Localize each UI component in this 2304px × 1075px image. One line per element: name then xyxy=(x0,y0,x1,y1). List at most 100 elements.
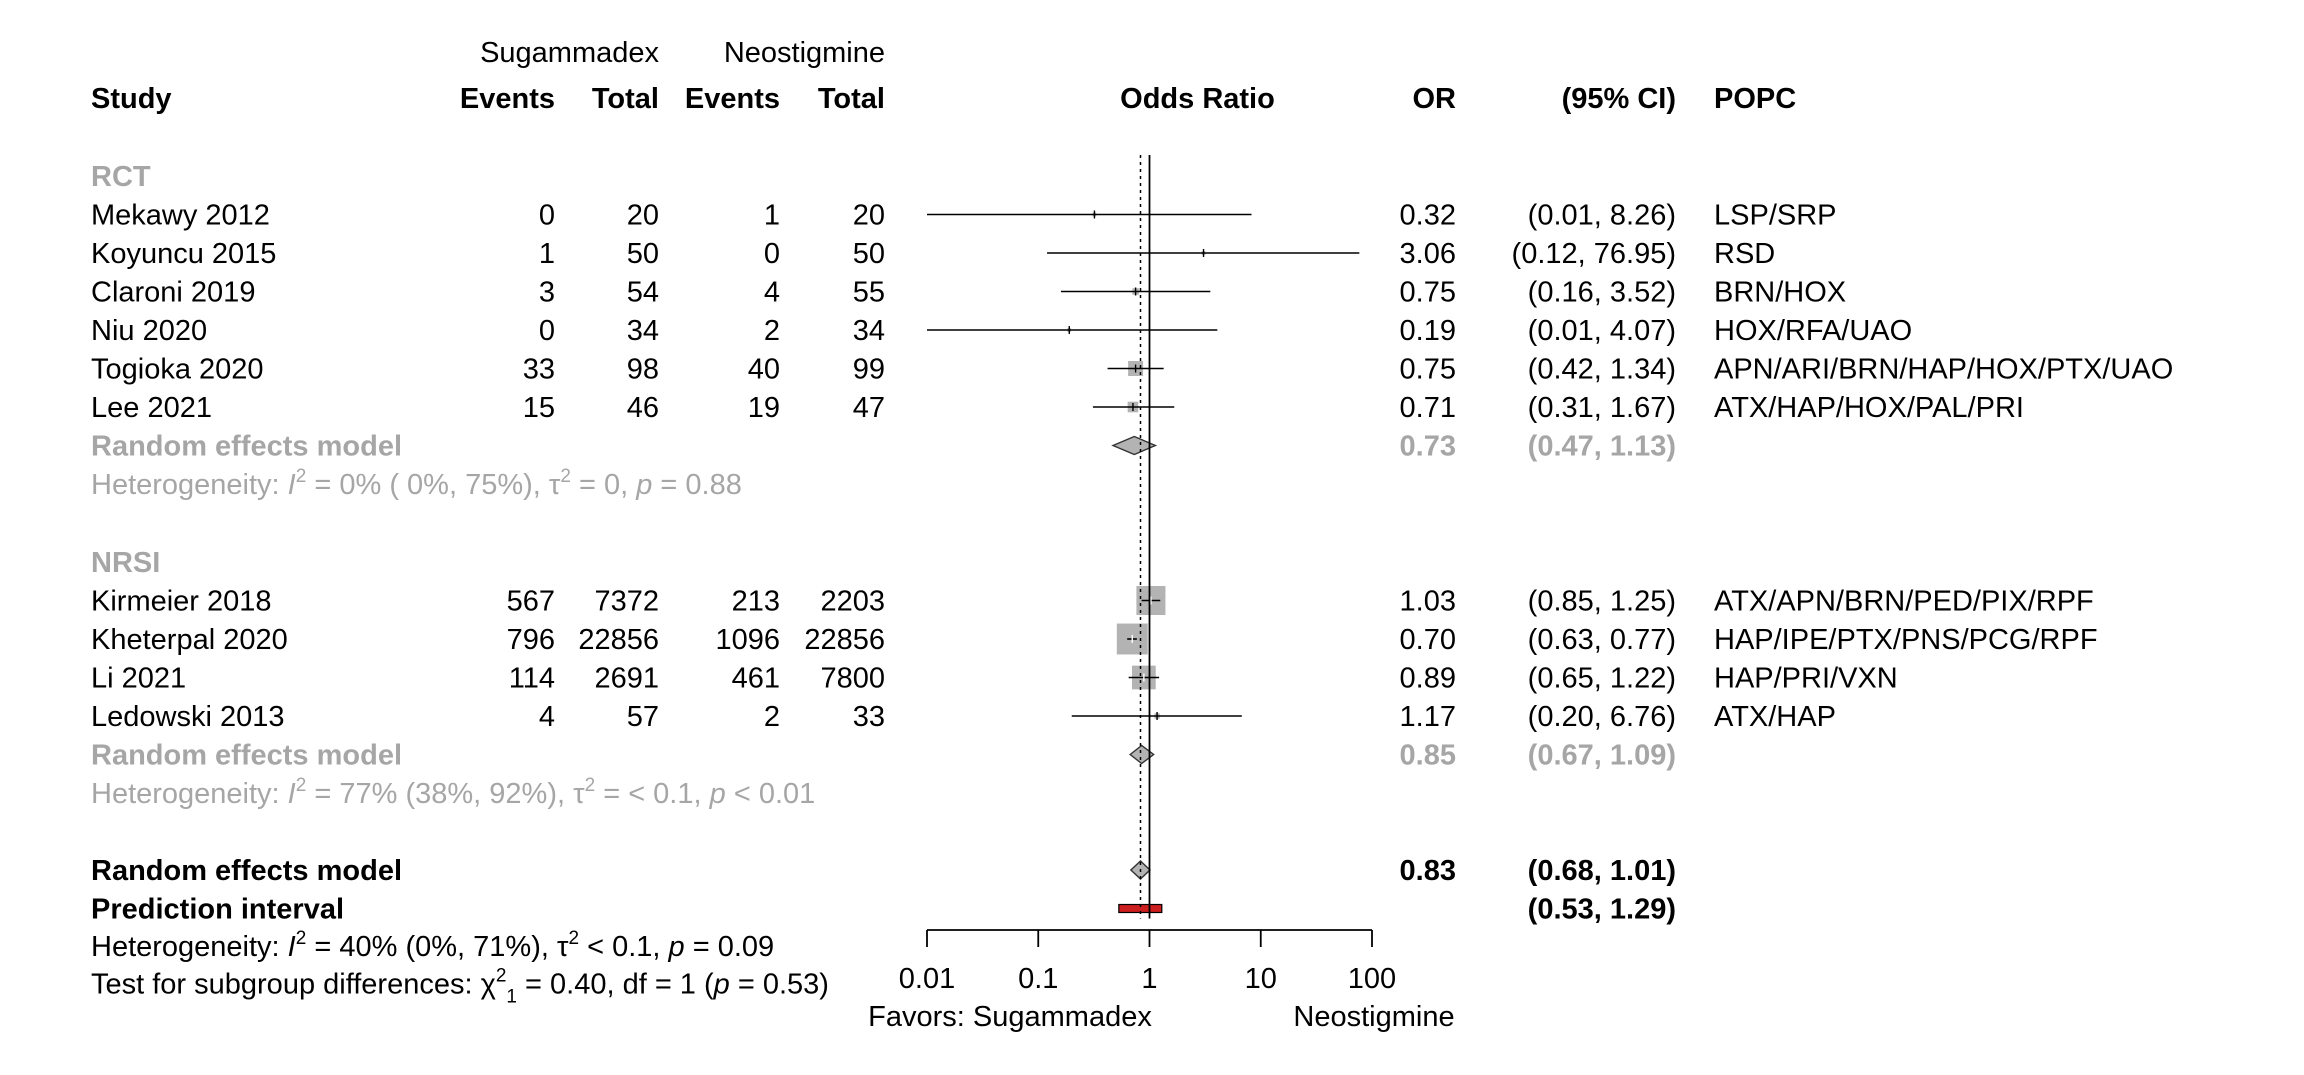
or-value: 3.06 xyxy=(1400,238,1456,270)
study-name: Togioka 2020 xyxy=(91,354,264,386)
study-name: Kheterpal 2020 xyxy=(91,624,288,656)
total2-value: 99 xyxy=(853,354,885,386)
subgroup-diamond xyxy=(1111,435,1158,456)
total1-header: Total xyxy=(592,83,659,115)
popc-value: ATX/HAP xyxy=(1714,701,1836,733)
ci-value: (0.42, 1.34) xyxy=(1528,354,1676,386)
or-value: 0.75 xyxy=(1400,277,1456,309)
events2-value: 19 xyxy=(748,392,780,424)
study-name: Claroni 2019 xyxy=(91,277,255,309)
total2-value: 33 xyxy=(853,701,885,733)
x-tick-label: 10 xyxy=(1245,963,1277,995)
study-name: Li 2021 xyxy=(91,663,186,695)
ci-header: (95% CI) xyxy=(1562,83,1676,115)
events1-value: 0 xyxy=(539,315,555,347)
events2-value: 213 xyxy=(732,586,780,618)
ci-value: (0.12, 76.95) xyxy=(1512,238,1676,270)
subgroup-heterogeneity: Heterogeneity: I2 = 77% (38%, 92%), τ2 =… xyxy=(91,775,815,810)
total1-value: 34 xyxy=(627,315,659,347)
overall-ci: (0.68, 1.01) xyxy=(1528,855,1676,887)
total1-value: 54 xyxy=(627,277,659,309)
prediction-ci: (0.53, 1.29) xyxy=(1528,894,1676,926)
total1-value: 98 xyxy=(627,354,659,386)
total2-header: Total xyxy=(818,83,885,115)
favors-right-label: Neostigmine xyxy=(1293,1001,1454,1033)
ci-value: (0.01, 8.26) xyxy=(1528,200,1676,232)
events1-value: 567 xyxy=(507,586,555,618)
ci-value: (0.63, 0.77) xyxy=(1528,624,1676,656)
x-tick-label: 0.1 xyxy=(1018,963,1058,995)
total1-value: 46 xyxy=(627,392,659,424)
total2-value: 34 xyxy=(853,315,885,347)
subgroup-test: Test for subgroup differences: χ21 = 0.4… xyxy=(91,966,829,1008)
total2-value: 55 xyxy=(853,277,885,309)
events2-value: 40 xyxy=(748,354,780,386)
total2-value: 2203 xyxy=(820,586,885,618)
subgroup-pooled-label: Random effects model xyxy=(91,431,402,463)
study-name: Niu 2020 xyxy=(91,315,207,347)
x-tick-label: 0.01 xyxy=(899,963,955,995)
measure-header: Odds Ratio xyxy=(1120,83,1275,115)
ci-value: (0.31, 1.67) xyxy=(1528,392,1676,424)
total1-value: 50 xyxy=(627,238,659,270)
subgroup-pooled-or: 0.73 xyxy=(1400,431,1456,463)
events2-value: 0 xyxy=(764,238,780,270)
ci-value: (0.85, 1.25) xyxy=(1528,586,1676,618)
popc-value: HOX/RFA/UAO xyxy=(1714,315,1912,347)
overall-heterogeneity: Heterogeneity: I2 = 40% (0%, 71%), τ2 < … xyxy=(91,928,774,963)
events2-header: Events xyxy=(685,83,780,115)
subgroup-pooled-label: Random effects model xyxy=(91,740,402,772)
prediction-label: Prediction interval xyxy=(91,894,344,926)
events2-value: 1 xyxy=(764,200,780,232)
events1-value: 3 xyxy=(539,277,555,309)
popc-value: HAP/PRI/VXN xyxy=(1714,663,1898,695)
study-name: Ledowski 2013 xyxy=(91,701,284,733)
total2-value: 20 xyxy=(853,200,885,232)
favors-left-label: Favors: Sugammadex xyxy=(868,1001,1152,1033)
or-header: OR xyxy=(1413,83,1457,115)
events1-header: Events xyxy=(460,83,555,115)
total2-value: 47 xyxy=(853,392,885,424)
study-name: Mekawy 2012 xyxy=(91,200,270,232)
events2-value: 4 xyxy=(764,277,780,309)
x-tick-label: 1 xyxy=(1141,963,1157,995)
total1-value: 7372 xyxy=(594,586,659,618)
events1-value: 0 xyxy=(539,200,555,232)
events1-value: 4 xyxy=(539,701,555,733)
overall-or: 0.83 xyxy=(1400,855,1456,887)
subgroup-pooled-or: 0.85 xyxy=(1400,740,1456,772)
or-value: 0.19 xyxy=(1400,315,1456,347)
ci-value: (0.16, 3.52) xyxy=(1528,277,1676,309)
popc-value: ATX/HAP/HOX/PAL/PRI xyxy=(1714,392,2024,424)
ci-value: (0.65, 1.22) xyxy=(1528,663,1676,695)
or-value: 1.03 xyxy=(1400,586,1456,618)
total2-value: 22856 xyxy=(804,624,885,656)
events1-value: 1 xyxy=(539,238,555,270)
events1-value: 796 xyxy=(507,624,555,656)
popc-value: HAP/IPE/PTX/PNS/PCG/RPF xyxy=(1714,624,2098,656)
popc-value: APN/ARI/BRN/HAP/HOX/PTX/UAO xyxy=(1714,354,2173,386)
study-name: Kirmeier 2018 xyxy=(91,586,272,618)
total2-value: 7800 xyxy=(820,663,885,695)
events1-value: 33 xyxy=(523,354,555,386)
or-value: 1.17 xyxy=(1400,701,1456,733)
popc-value: BRN/HOX xyxy=(1714,277,1846,309)
ci-value: (0.20, 6.76) xyxy=(1528,701,1676,733)
subgroup-diamond xyxy=(1129,744,1155,765)
total2-value: 50 xyxy=(853,238,885,270)
events2-value: 1096 xyxy=(715,624,780,656)
ci-value: (0.01, 4.07) xyxy=(1528,315,1676,347)
popc-value: ATX/APN/BRN/PED/PIX/RPF xyxy=(1714,586,2094,618)
events2-value: 2 xyxy=(764,315,780,347)
total1-value: 57 xyxy=(627,701,659,733)
popc-value: LSP/SRP xyxy=(1714,200,1837,232)
total1-value: 20 xyxy=(627,200,659,232)
group1-header: Sugammadex xyxy=(480,37,659,69)
or-value: 0.70 xyxy=(1400,624,1456,656)
subgroup-label: NRSI xyxy=(91,547,160,579)
subgroup-pooled-ci: (0.67, 1.09) xyxy=(1528,740,1676,772)
events2-value: 461 xyxy=(732,663,780,695)
or-value: 0.75 xyxy=(1400,354,1456,386)
study-name: Koyuncu 2015 xyxy=(91,238,276,270)
